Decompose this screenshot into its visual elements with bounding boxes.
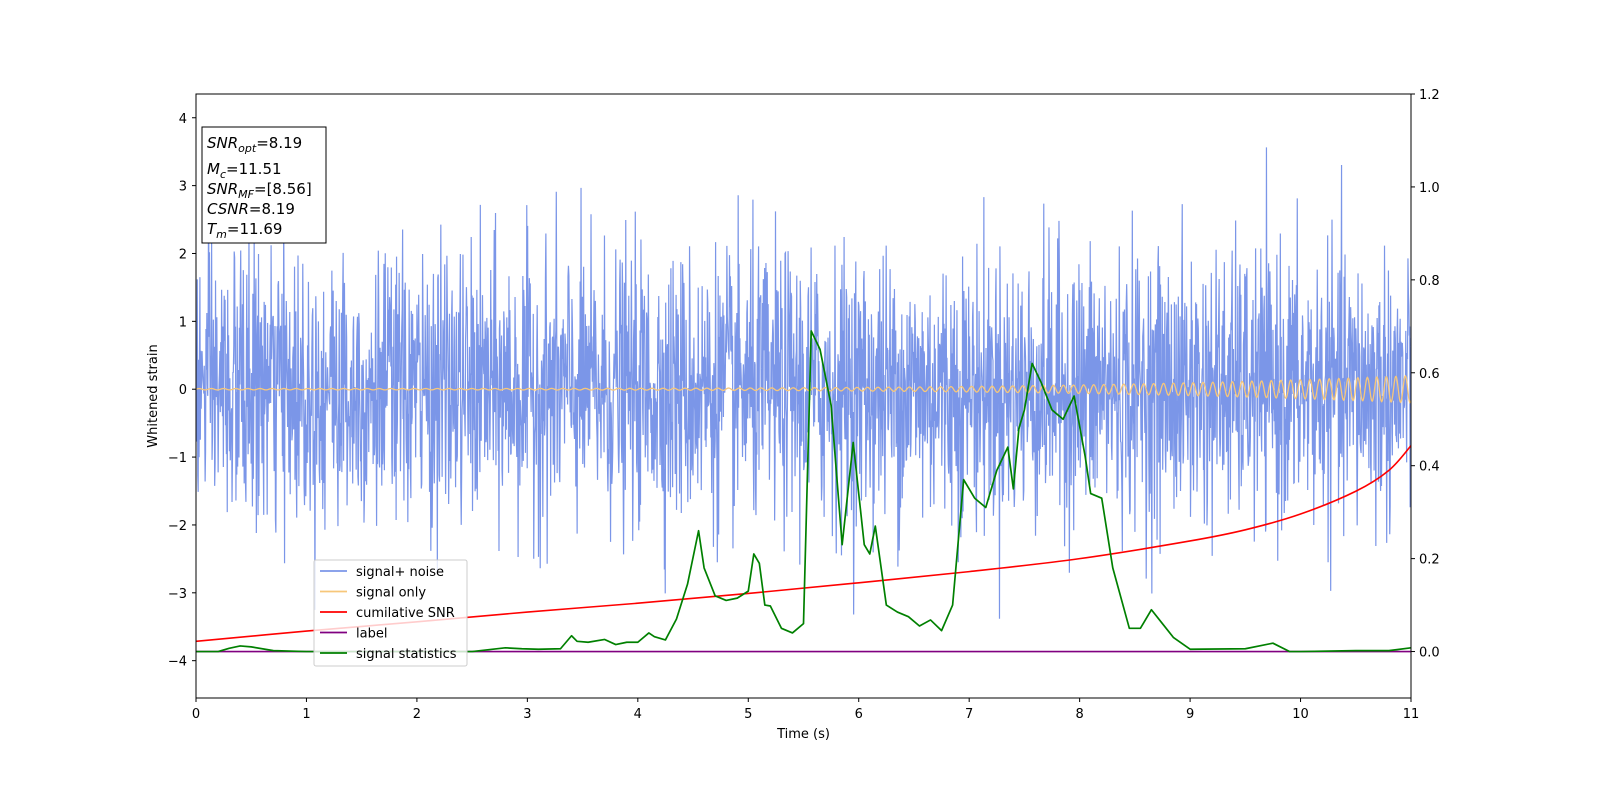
stats-csnr: CSNR=8.19	[207, 200, 295, 218]
x-tick-label: 5	[744, 707, 752, 722]
legend-entry-label: signal only	[356, 586, 426, 601]
y-right-tick-label: 0.2	[1419, 553, 1440, 568]
series-signal-statistics-line	[196, 330, 1411, 653]
stats-tm: Tm=11.69	[207, 220, 282, 241]
ticks-layer: 0 1 2 3 4 5 6 7 8 9 10 1143210−1−2−3−41.21.00.80.60…	[168, 88, 1440, 722]
x-tick-label: 6	[855, 707, 863, 722]
stats-mc: Mc=11.51	[207, 160, 282, 181]
y-right-tick-label: 0.0	[1419, 646, 1440, 661]
y-left-tick-label: 0	[179, 383, 187, 398]
plot-frame	[195, 93, 1412, 699]
legend: signal+ noise signal only cumilative SNR la…	[313, 559, 468, 667]
y-left-tick-label: −1	[168, 451, 187, 466]
y-right-tick-label: 0.6	[1419, 367, 1440, 382]
stats-snr-opt: SNRopt=8.19	[207, 134, 302, 155]
legend-entry-label: signal+ noise	[356, 565, 444, 580]
y-left-tick-label: 2	[179, 247, 187, 262]
y-left-tick-label: 1	[179, 315, 187, 330]
legend-frame	[313, 559, 468, 667]
series-signal-noise-line	[196, 147, 1411, 619]
x-axis-label: Time (s)	[776, 727, 830, 742]
y-right-tick-label: 0.4	[1419, 460, 1440, 475]
stats-snr-mf: SNRMF=[8.56]	[207, 180, 312, 201]
y-right-tick-label: 1.0	[1419, 181, 1440, 196]
stats-box: SNRopt=8.19 Mc=11.51 SNRMF=[8.56] CSNR=8…	[201, 126, 327, 244]
y-left-tick-label: −3	[168, 587, 187, 602]
y-axis-label: Whitened strain	[146, 344, 161, 447]
x-tick-label: 2	[413, 707, 421, 722]
y-left-tick-label: 3	[179, 180, 187, 195]
x-tick-label: 4	[634, 707, 642, 722]
legend-entry-label: signal statistics	[356, 647, 457, 662]
x-tick-label: 11	[1403, 707, 1420, 722]
x-tick-label: 1	[302, 707, 310, 722]
legend-entry-label: cumilative SNR	[356, 606, 455, 621]
series-signal-only-line	[196, 374, 1411, 404]
x-tick-label: 9	[1186, 707, 1194, 722]
y-left-tick-label: −2	[168, 519, 187, 534]
x-tick-label: 8	[1075, 707, 1083, 722]
x-tick-label: 7	[965, 707, 973, 722]
x-tick-label: 0	[192, 707, 200, 722]
y-left-tick-label: −4	[168, 655, 187, 670]
y-left-tick-label: 4	[179, 112, 187, 127]
x-tick-label: 3	[523, 707, 531, 722]
y-right-tick-label: 0.8	[1419, 274, 1440, 289]
legend-entry-label: label	[356, 627, 387, 642]
y-right-tick-label: 1.2	[1419, 88, 1440, 103]
stats-box-frame	[201, 126, 327, 244]
x-tick-label: 10	[1292, 707, 1309, 722]
